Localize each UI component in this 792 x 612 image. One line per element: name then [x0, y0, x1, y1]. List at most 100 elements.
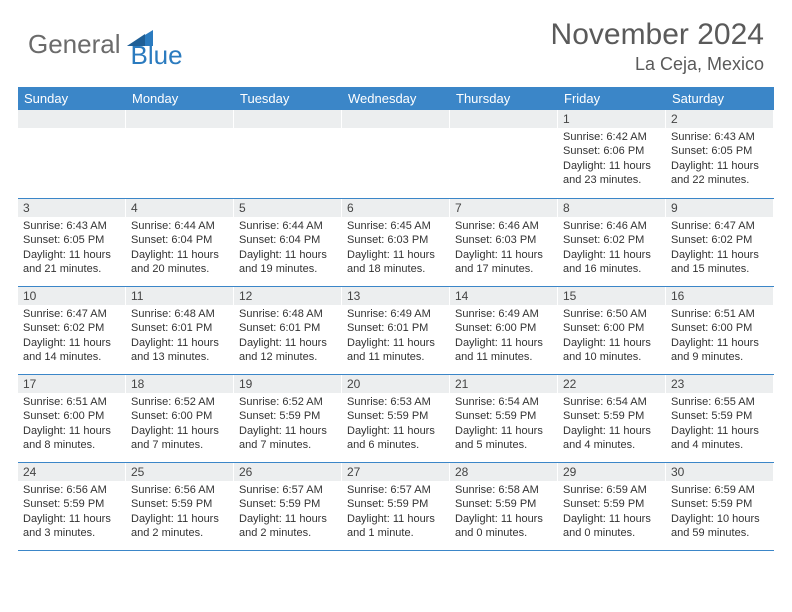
- sunrise-line: Sunrise: 6:50 AM: [563, 307, 661, 321]
- weekday-header: Monday: [126, 87, 234, 110]
- daylight-line: Daylight: 11 hours and 11 minutes.: [347, 336, 445, 365]
- day-content: Sunrise: 6:43 AMSunset: 6:05 PMDaylight:…: [18, 217, 126, 276]
- daylight-line: Daylight: 11 hours and 6 minutes.: [347, 424, 445, 453]
- day-content: Sunrise: 6:55 AMSunset: 5:59 PMDaylight:…: [666, 393, 774, 452]
- sunset-line: Sunset: 5:59 PM: [347, 497, 445, 511]
- sunset-line: Sunset: 5:59 PM: [23, 497, 121, 511]
- sunset-line: Sunset: 6:01 PM: [347, 321, 445, 335]
- day-number: 17: [18, 375, 126, 393]
- day-content: Sunrise: 6:46 AMSunset: 6:03 PMDaylight:…: [450, 217, 558, 276]
- daylight-line: Daylight: 11 hours and 10 minutes.: [563, 336, 661, 365]
- sunrise-line: Sunrise: 6:48 AM: [131, 307, 229, 321]
- daylight-line: Daylight: 11 hours and 5 minutes.: [455, 424, 553, 453]
- sunrise-line: Sunrise: 6:49 AM: [347, 307, 445, 321]
- sunrise-line: Sunrise: 6:45 AM: [347, 219, 445, 233]
- day-content: Sunrise: 6:43 AMSunset: 6:05 PMDaylight:…: [666, 128, 774, 187]
- calendar-row: 1Sunrise: 6:42 AMSunset: 6:06 PMDaylight…: [18, 110, 774, 198]
- sunrise-line: Sunrise: 6:44 AM: [131, 219, 229, 233]
- day-content: Sunrise: 6:51 AMSunset: 6:00 PMDaylight:…: [18, 393, 126, 452]
- day-content: Sunrise: 6:49 AMSunset: 6:00 PMDaylight:…: [450, 305, 558, 364]
- daylight-line: Daylight: 11 hours and 1 minute.: [347, 512, 445, 541]
- day-content: Sunrise: 6:52 AMSunset: 5:59 PMDaylight:…: [234, 393, 342, 452]
- day-cell: 10Sunrise: 6:47 AMSunset: 6:02 PMDayligh…: [18, 287, 126, 374]
- daylight-line: Daylight: 11 hours and 0 minutes.: [563, 512, 661, 541]
- sunrise-line: Sunrise: 6:56 AM: [131, 483, 229, 497]
- location-label: La Ceja, Mexico: [551, 54, 764, 75]
- daylight-line: Daylight: 11 hours and 22 minutes.: [671, 159, 769, 188]
- day-content: Sunrise: 6:57 AMSunset: 5:59 PMDaylight:…: [234, 481, 342, 540]
- day-cell: 12Sunrise: 6:48 AMSunset: 6:01 PMDayligh…: [234, 287, 342, 374]
- day-content: Sunrise: 6:54 AMSunset: 5:59 PMDaylight:…: [558, 393, 666, 452]
- day-content: Sunrise: 6:56 AMSunset: 5:59 PMDaylight:…: [126, 481, 234, 540]
- day-number: 19: [234, 375, 342, 393]
- day-cell: 19Sunrise: 6:52 AMSunset: 5:59 PMDayligh…: [234, 375, 342, 462]
- empty-day-bar: [234, 110, 342, 128]
- day-cell: 28Sunrise: 6:58 AMSunset: 5:59 PMDayligh…: [450, 463, 558, 550]
- calendar-row: 3Sunrise: 6:43 AMSunset: 6:05 PMDaylight…: [18, 198, 774, 286]
- month-title: November 2024: [551, 18, 764, 52]
- weekday-header: Saturday: [666, 87, 774, 110]
- sunrise-line: Sunrise: 6:54 AM: [563, 395, 661, 409]
- sunset-line: Sunset: 6:01 PM: [239, 321, 337, 335]
- logo: General Blue: [28, 18, 183, 71]
- day-number: 27: [342, 463, 450, 481]
- daylight-line: Daylight: 11 hours and 4 minutes.: [671, 424, 769, 453]
- day-content: Sunrise: 6:58 AMSunset: 5:59 PMDaylight:…: [450, 481, 558, 540]
- day-cell: 26Sunrise: 6:57 AMSunset: 5:59 PMDayligh…: [234, 463, 342, 550]
- sunset-line: Sunset: 5:59 PM: [671, 409, 769, 423]
- empty-day-bar: [126, 110, 234, 128]
- sunrise-line: Sunrise: 6:51 AM: [23, 395, 121, 409]
- sunset-line: Sunset: 5:59 PM: [131, 497, 229, 511]
- day-number: 28: [450, 463, 558, 481]
- sunrise-line: Sunrise: 6:49 AM: [455, 307, 553, 321]
- weekday-header: Friday: [558, 87, 666, 110]
- sunrise-line: Sunrise: 6:43 AM: [23, 219, 121, 233]
- day-cell: [450, 110, 558, 198]
- weekday-header: Wednesday: [342, 87, 450, 110]
- daylight-line: Daylight: 11 hours and 14 minutes.: [23, 336, 121, 365]
- calendar-row: 17Sunrise: 6:51 AMSunset: 6:00 PMDayligh…: [18, 374, 774, 462]
- day-cell: 22Sunrise: 6:54 AMSunset: 5:59 PMDayligh…: [558, 375, 666, 462]
- day-cell: 5Sunrise: 6:44 AMSunset: 6:04 PMDaylight…: [234, 199, 342, 286]
- day-cell: 16Sunrise: 6:51 AMSunset: 6:00 PMDayligh…: [666, 287, 774, 374]
- daylight-line: Daylight: 11 hours and 11 minutes.: [455, 336, 553, 365]
- sunrise-line: Sunrise: 6:59 AM: [671, 483, 769, 497]
- daylight-line: Daylight: 11 hours and 18 minutes.: [347, 248, 445, 277]
- day-cell: [234, 110, 342, 198]
- day-content: Sunrise: 6:59 AMSunset: 5:59 PMDaylight:…: [666, 481, 774, 540]
- day-number: 13: [342, 287, 450, 305]
- logo-text-general: General: [28, 29, 121, 60]
- empty-day-bar: [342, 110, 450, 128]
- day-number: 10: [18, 287, 126, 305]
- empty-day-bar: [18, 110, 126, 128]
- empty-day-bar: [450, 110, 558, 128]
- day-content: Sunrise: 6:57 AMSunset: 5:59 PMDaylight:…: [342, 481, 450, 540]
- day-content: Sunrise: 6:46 AMSunset: 6:02 PMDaylight:…: [558, 217, 666, 276]
- daylight-line: Daylight: 11 hours and 23 minutes.: [563, 159, 661, 188]
- sunrise-line: Sunrise: 6:52 AM: [239, 395, 337, 409]
- day-cell: 21Sunrise: 6:54 AMSunset: 5:59 PMDayligh…: [450, 375, 558, 462]
- day-cell: 18Sunrise: 6:52 AMSunset: 6:00 PMDayligh…: [126, 375, 234, 462]
- sunset-line: Sunset: 6:03 PM: [455, 233, 553, 247]
- day-cell: [18, 110, 126, 198]
- sunset-line: Sunset: 6:04 PM: [239, 233, 337, 247]
- day-cell: 11Sunrise: 6:48 AMSunset: 6:01 PMDayligh…: [126, 287, 234, 374]
- day-cell: 8Sunrise: 6:46 AMSunset: 6:02 PMDaylight…: [558, 199, 666, 286]
- sunset-line: Sunset: 5:59 PM: [347, 409, 445, 423]
- day-content: Sunrise: 6:45 AMSunset: 6:03 PMDaylight:…: [342, 217, 450, 276]
- sunrise-line: Sunrise: 6:52 AM: [131, 395, 229, 409]
- daylight-line: Daylight: 11 hours and 2 minutes.: [239, 512, 337, 541]
- sunset-line: Sunset: 6:05 PM: [671, 144, 769, 158]
- day-number: 15: [558, 287, 666, 305]
- day-content: Sunrise: 6:42 AMSunset: 6:06 PMDaylight:…: [558, 128, 666, 187]
- daylight-line: Daylight: 11 hours and 17 minutes.: [455, 248, 553, 277]
- day-cell: 6Sunrise: 6:45 AMSunset: 6:03 PMDaylight…: [342, 199, 450, 286]
- weekday-header: Tuesday: [234, 87, 342, 110]
- daylight-line: Daylight: 11 hours and 21 minutes.: [23, 248, 121, 277]
- day-number: 23: [666, 375, 774, 393]
- logo-text-blue: Blue: [131, 40, 183, 71]
- daylight-line: Daylight: 11 hours and 7 minutes.: [239, 424, 337, 453]
- sunset-line: Sunset: 6:00 PM: [455, 321, 553, 335]
- day-cell: 20Sunrise: 6:53 AMSunset: 5:59 PMDayligh…: [342, 375, 450, 462]
- sunrise-line: Sunrise: 6:56 AM: [23, 483, 121, 497]
